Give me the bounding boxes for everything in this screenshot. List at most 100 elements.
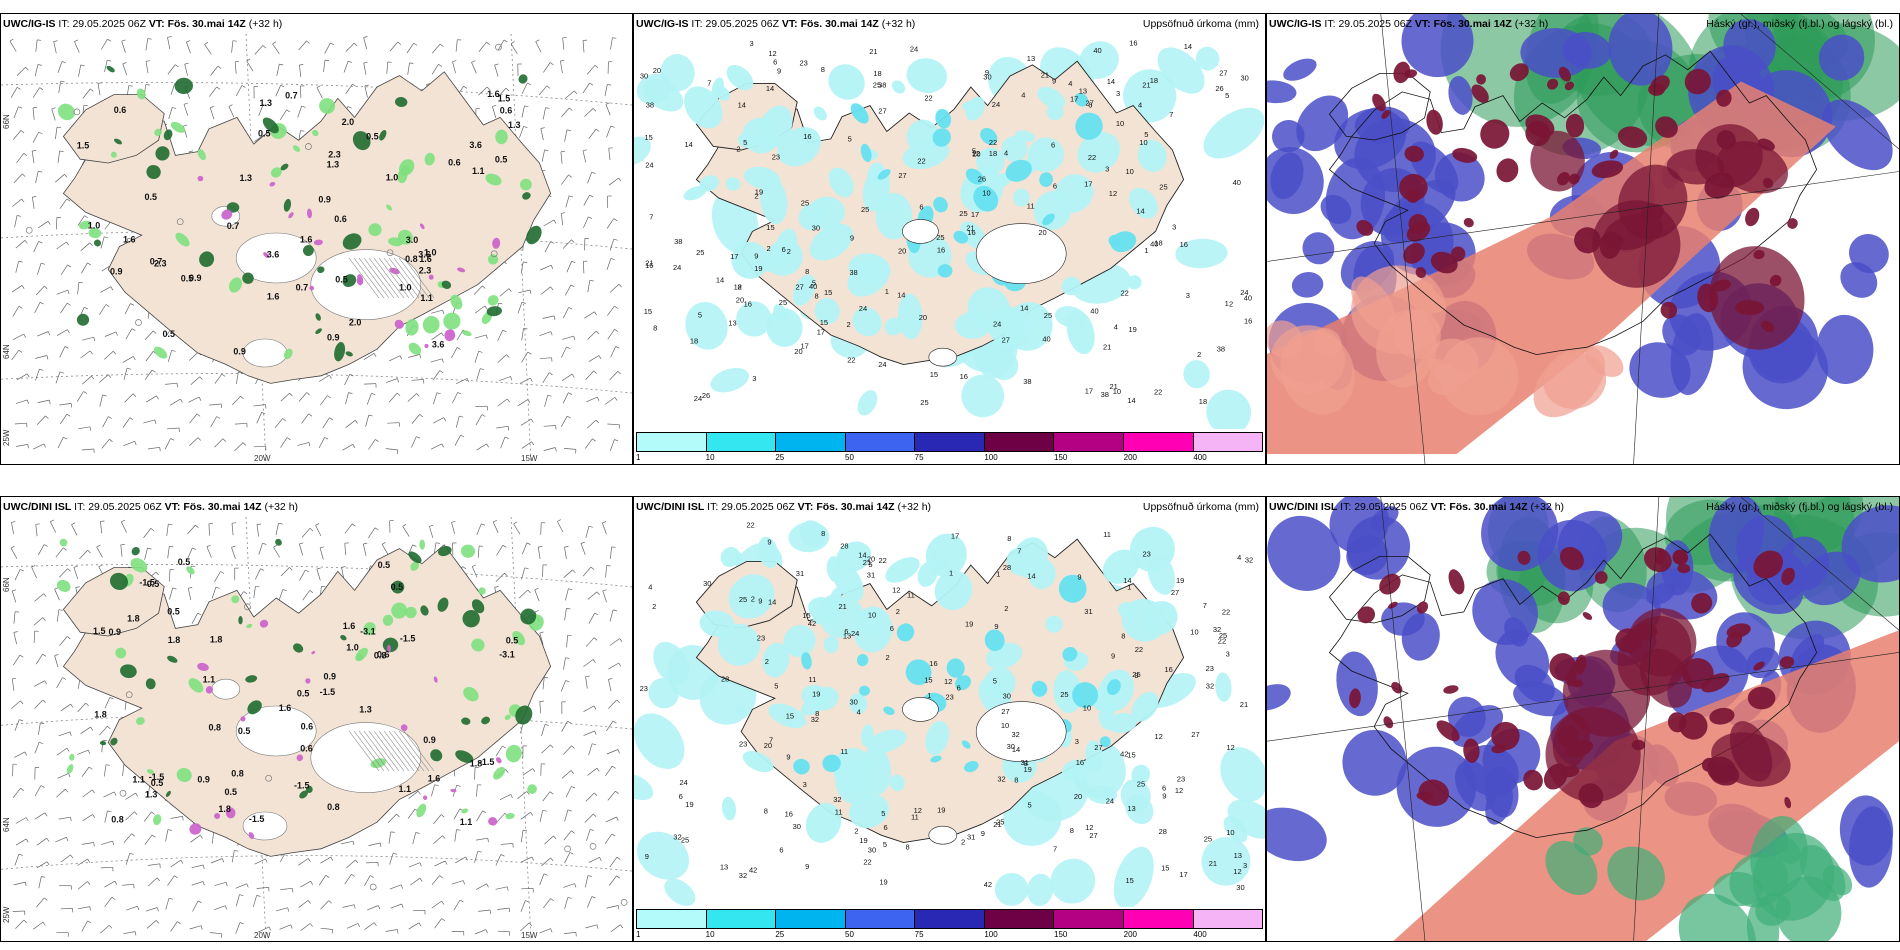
precip-area-light bbox=[1215, 672, 1232, 702]
low-cloud bbox=[1800, 551, 1861, 606]
wind-barb bbox=[103, 791, 115, 798]
wind-barb bbox=[147, 877, 158, 887]
precip-value-label: 1 bbox=[885, 287, 889, 296]
legend-swatch bbox=[1193, 910, 1263, 928]
precip-area bbox=[967, 287, 1011, 331]
legend-swatch bbox=[706, 433, 777, 451]
wind-barb-flag bbox=[485, 334, 488, 339]
precip-area-light bbox=[634, 136, 651, 166]
wind-barb bbox=[123, 440, 135, 447]
wind-barb bbox=[38, 876, 42, 889]
wind-barb bbox=[35, 39, 38, 52]
wind-barb-flag bbox=[589, 829, 595, 831]
wind-barb bbox=[345, 392, 349, 405]
precip-value-label: 21 bbox=[1103, 342, 1111, 351]
precip-value-label: 2 bbox=[652, 602, 656, 611]
wind-barb bbox=[583, 730, 595, 736]
wind-barb bbox=[125, 811, 135, 821]
wind-barb-flag bbox=[550, 898, 555, 902]
lon-label-25w: 25W bbox=[2, 429, 11, 446]
wind-barb-flag bbox=[66, 241, 69, 246]
precip-area bbox=[757, 536, 779, 569]
wind-barb bbox=[76, 391, 84, 402]
wind-barb bbox=[522, 768, 533, 776]
wind-barb-flag bbox=[440, 814, 445, 818]
wind-barb-flag bbox=[39, 87, 44, 91]
wind-barb bbox=[475, 414, 483, 426]
wind-barb-flag bbox=[351, 874, 355, 877]
convective-value-label: 1.0 bbox=[399, 283, 412, 293]
station-marker bbox=[369, 883, 377, 891]
wind-barb-flag bbox=[93, 842, 95, 847]
wind-barb bbox=[300, 85, 302, 99]
low-cloud bbox=[1336, 651, 1378, 717]
high-cloud bbox=[1678, 893, 1757, 941]
wind-barb bbox=[320, 395, 328, 406]
precip-value-label: 12 bbox=[1155, 732, 1163, 741]
wind-barb-flag bbox=[472, 564, 476, 567]
wind-barb bbox=[606, 905, 619, 909]
wind-barb-flag bbox=[568, 588, 573, 591]
wind-barb bbox=[496, 545, 504, 556]
mid-cloud bbox=[1655, 116, 1678, 138]
precip-value-label: 9 bbox=[985, 68, 989, 77]
wind-barb bbox=[121, 883, 134, 886]
wind-barb bbox=[210, 416, 218, 428]
wind-barb-flag bbox=[617, 905, 620, 910]
convective-value-label: 0.8 bbox=[405, 254, 418, 264]
wind-barb-flag bbox=[504, 572, 508, 577]
wind-barb-flag bbox=[597, 396, 600, 401]
wind-barb-flag bbox=[263, 104, 268, 107]
wind-barb bbox=[583, 238, 586, 251]
wind-barb-flag bbox=[64, 174, 68, 178]
wind-barb bbox=[389, 41, 399, 52]
wind-barb bbox=[431, 784, 435, 797]
convective-cell bbox=[315, 313, 321, 321]
precip-value-label: 27 bbox=[1171, 588, 1179, 597]
precip-area-light bbox=[857, 390, 878, 416]
convective-value-label: 0.9 bbox=[327, 333, 340, 343]
precip-area bbox=[1143, 600, 1178, 635]
wind-barb bbox=[123, 833, 132, 844]
panel-bottom-right: UWC/DINI ISL IT: 29.05.2025 06Z VT: Fös.… bbox=[1266, 496, 1900, 942]
convective-cell-light bbox=[495, 129, 508, 145]
precip-value-label: 18 bbox=[989, 149, 997, 158]
wind-barb bbox=[104, 810, 108, 823]
wind-barb-flag bbox=[566, 415, 571, 419]
convective-value-label: 0.5 bbox=[297, 688, 310, 698]
wind-barb bbox=[11, 590, 17, 603]
precip-value-label: 3 bbox=[1116, 89, 1120, 98]
convective-cell bbox=[165, 790, 171, 797]
convective-value-label: 1.6 bbox=[428, 774, 441, 784]
wind-barb-flag bbox=[329, 417, 334, 421]
precip-area bbox=[1004, 302, 1053, 351]
precip-area bbox=[1077, 131, 1120, 173]
convective-core bbox=[313, 239, 323, 246]
wind-barb bbox=[492, 521, 499, 533]
convective-core bbox=[296, 754, 304, 762]
precip-area bbox=[814, 298, 840, 325]
wind-barb bbox=[605, 765, 613, 777]
precip-area bbox=[885, 557, 920, 583]
wind-barb bbox=[56, 289, 68, 295]
precip-value-label: 4 bbox=[1114, 323, 1118, 332]
precip-value-label: 14 bbox=[738, 101, 746, 110]
wind-barb bbox=[563, 830, 572, 841]
wind-barb bbox=[540, 128, 544, 141]
westfjords-landmass bbox=[62, 567, 165, 637]
precip-area-mid bbox=[1062, 646, 1078, 662]
hatch-line bbox=[353, 257, 385, 299]
convective-cell bbox=[302, 245, 314, 256]
wind-barb bbox=[37, 331, 49, 337]
wind-barb-flag bbox=[16, 215, 21, 217]
legend-swatch bbox=[1054, 433, 1124, 451]
wind-barb bbox=[298, 392, 307, 402]
wind-barb-flag bbox=[397, 41, 402, 45]
convective-cell bbox=[245, 675, 258, 683]
convective-value-label: 1.8 bbox=[218, 804, 231, 814]
wind-barb bbox=[539, 331, 552, 337]
precip-area bbox=[783, 625, 816, 657]
precip-value-label: 15 bbox=[924, 676, 932, 685]
precip-value-label: 22 bbox=[1088, 153, 1096, 162]
wind-barb bbox=[607, 329, 615, 340]
